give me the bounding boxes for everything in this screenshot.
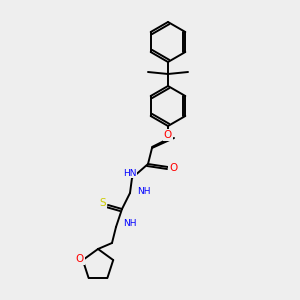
- Text: O: O: [76, 254, 84, 264]
- Text: NH: NH: [123, 220, 137, 229]
- Text: S: S: [100, 198, 106, 208]
- Text: NH: NH: [137, 188, 151, 196]
- Text: O: O: [169, 163, 177, 173]
- Text: HN: HN: [123, 169, 137, 178]
- Text: O: O: [164, 130, 172, 140]
